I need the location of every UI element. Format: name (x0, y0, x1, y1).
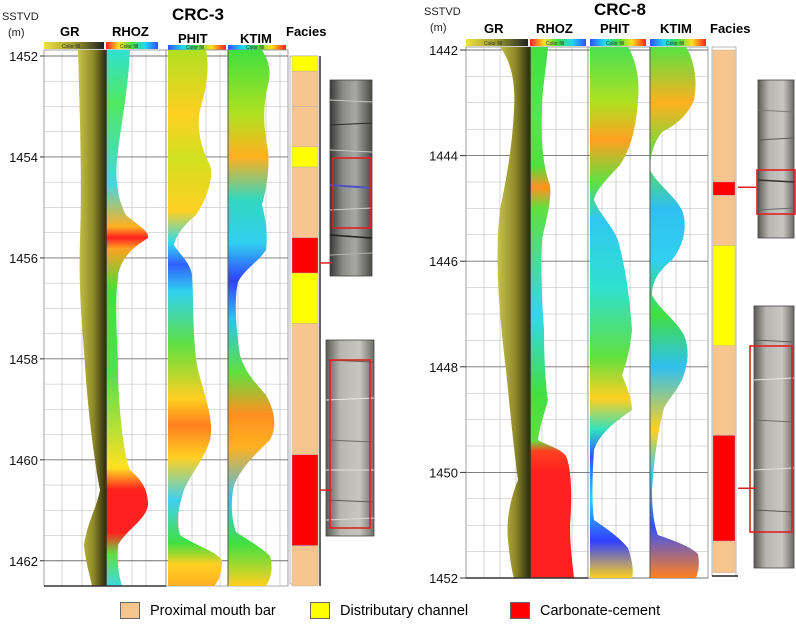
depth-label: 1446 (429, 254, 458, 269)
rhoz-fill (106, 50, 149, 586)
colorbar-rhoz (106, 42, 158, 49)
facies-block-proximal (712, 345, 736, 436)
depth-label: 1462 (9, 554, 38, 569)
facies-block-proximal (712, 49, 736, 183)
depth-label: 1448 (429, 360, 458, 375)
legend-swatch (510, 602, 530, 619)
axis-unit: (m) (8, 27, 25, 39)
track-header-phit: PHIT (178, 31, 208, 46)
facies-block-distributary (291, 272, 319, 324)
axis-unit: (m) (430, 22, 447, 34)
colorbar-label: Color fill (120, 44, 138, 50)
facies-block-proximal (291, 323, 319, 455)
core-photo-lower (325, 339, 375, 537)
facies-block-carbonate (712, 435, 736, 542)
phit-fill (168, 50, 222, 586)
facies-block-proximal (712, 194, 736, 246)
track-header-ktim: KTIM (240, 31, 272, 46)
colorbar-gr (466, 39, 528, 46)
core-photo-upper (757, 79, 795, 239)
panel-crc-8: SSTVD (m) CRC-8 GR RHOZ PHIT KTIM Facies… (424, 0, 796, 586)
colorbar-rhoz (530, 39, 586, 46)
colorbar-gr (44, 42, 104, 49)
core-marker-lines (738, 186, 756, 489)
colorbar-ktim (228, 45, 286, 50)
gr-fill (497, 47, 530, 578)
facies-block-carbonate (291, 237, 319, 274)
core-highlight-box (329, 359, 371, 529)
depth-label: 1460 (9, 453, 38, 468)
core-highlight-box (756, 169, 796, 215)
core-highlight-box (749, 345, 793, 533)
colorbar-label: Color fill (546, 41, 564, 47)
depth-label: 1458 (9, 352, 38, 367)
legend-label: Carbonate-cement (540, 603, 661, 619)
facies-column (291, 55, 319, 587)
phit-fill (590, 47, 639, 578)
facies-block-distributary (291, 146, 319, 168)
depth-label: 1452 (429, 571, 458, 586)
facies-legend: Proximal mouth bar Distributary channel … (120, 598, 720, 624)
legend-label: Proximal mouth bar (150, 603, 276, 619)
depth-label: 1452 (9, 49, 38, 64)
depth-label: 1454 (9, 150, 38, 165)
colorbar-label: Color fill (62, 44, 80, 50)
colorbar-label: Color fill (186, 45, 204, 51)
rhoz-fill (530, 47, 574, 578)
ktim-fill (228, 50, 275, 586)
colorbar-ktim (650, 39, 706, 46)
colorbar-label: Color fill (484, 41, 502, 47)
legend-label: Distributary channel (340, 603, 469, 619)
colorbar-label: Color fill (666, 41, 684, 47)
depth-label: 1442 (429, 43, 458, 58)
facies-block-proximal (291, 166, 319, 238)
colorbar-phit (590, 39, 646, 46)
track-header-gr: GR (60, 24, 80, 39)
ktim-fill (650, 47, 699, 578)
depth-label: 1444 (429, 149, 458, 164)
depth-label: 1456 (9, 251, 38, 266)
facies-column (712, 49, 736, 573)
well-title: CRC-8 (594, 0, 646, 19)
core-photo-upper (329, 79, 373, 277)
track-header-facies: Facies (286, 24, 326, 39)
legend-swatch (310, 602, 330, 619)
colorbar-label: Color fill (606, 41, 624, 47)
facies-block-distributary (712, 245, 736, 346)
depth-ticks: 1442 1444 1446 1448 1450 1452 (429, 43, 466, 586)
track-header-facies: Facies (710, 21, 750, 36)
core-highlight-box (332, 157, 372, 229)
core-photo-lower (753, 305, 795, 569)
track-header-phit: PHIT (600, 21, 630, 36)
depth-label: 1450 (429, 465, 458, 480)
facies-block-carbonate (712, 181, 736, 196)
facies-block-carbonate (291, 454, 319, 546)
track-header-gr: GR (484, 21, 504, 36)
legend-swatch (120, 602, 140, 619)
core-marker-lines (320, 262, 332, 491)
axis-title: SSTVD (2, 11, 39, 23)
panel-crc-3: SSTVD (m) CRC-3 GR RHOZ PHIT KTIM Facies… (2, 5, 375, 587)
facies-block-distributary (291, 55, 319, 72)
track-header-ktim: KTIM (660, 21, 692, 36)
axis-title: SSTVD (424, 6, 461, 18)
well-title: CRC-3 (172, 5, 224, 24)
gr-fill (78, 50, 106, 586)
track-header-rhoz: RHOZ (536, 21, 573, 36)
facies-block-proximal (712, 540, 736, 573)
depth-ticks: 1452 1454 1456 1458 1460 1462 (9, 49, 44, 569)
colorbar-phit (168, 45, 226, 50)
facies-block-proximal (291, 106, 319, 148)
track-header-rhoz: RHOZ (112, 24, 149, 39)
colorbar-label: Color fill (246, 45, 264, 51)
facies-block-proximal (291, 70, 319, 107)
facies-block-proximal (291, 545, 319, 587)
